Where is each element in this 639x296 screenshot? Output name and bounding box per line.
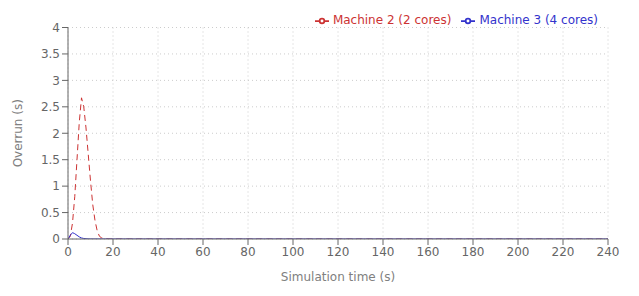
svg-text:1: 1 bbox=[52, 179, 60, 193]
svg-text:0: 0 bbox=[52, 232, 60, 246]
svg-text:4: 4 bbox=[52, 21, 60, 35]
svg-text:20: 20 bbox=[105, 245, 120, 259]
svg-text:2.5: 2.5 bbox=[41, 100, 60, 114]
svg-text:3.5: 3.5 bbox=[41, 47, 60, 61]
svg-text:40: 40 bbox=[150, 245, 165, 259]
svg-text:140: 140 bbox=[372, 245, 395, 259]
svg-text:80: 80 bbox=[240, 245, 255, 259]
svg-text:60: 60 bbox=[195, 245, 210, 259]
svg-text:1.5: 1.5 bbox=[41, 153, 60, 167]
svg-text:200: 200 bbox=[507, 245, 530, 259]
svg-text:120: 120 bbox=[327, 245, 350, 259]
svg-text:220: 220 bbox=[552, 245, 575, 259]
svg-text:Overrun (s): Overrun (s) bbox=[11, 99, 25, 167]
html-text:Machine 3 (4 cores): Machine 3 (4 cores) bbox=[479, 13, 598, 27]
svg-text:240: 240 bbox=[597, 245, 620, 259]
svg-text:2: 2 bbox=[52, 127, 60, 141]
svg-text:3: 3 bbox=[52, 74, 60, 88]
svg-text:0: 0 bbox=[64, 245, 72, 259]
svg-text:180: 180 bbox=[462, 245, 485, 259]
svg-text:Simulation time (s): Simulation time (s) bbox=[281, 270, 395, 284]
svg-text:160: 160 bbox=[417, 245, 440, 259]
svg-text:100: 100 bbox=[282, 245, 305, 259]
html-text:Machine 2 (2 cores): Machine 2 (2 cores) bbox=[332, 13, 452, 27]
svg-text:0.5: 0.5 bbox=[41, 206, 60, 220]
